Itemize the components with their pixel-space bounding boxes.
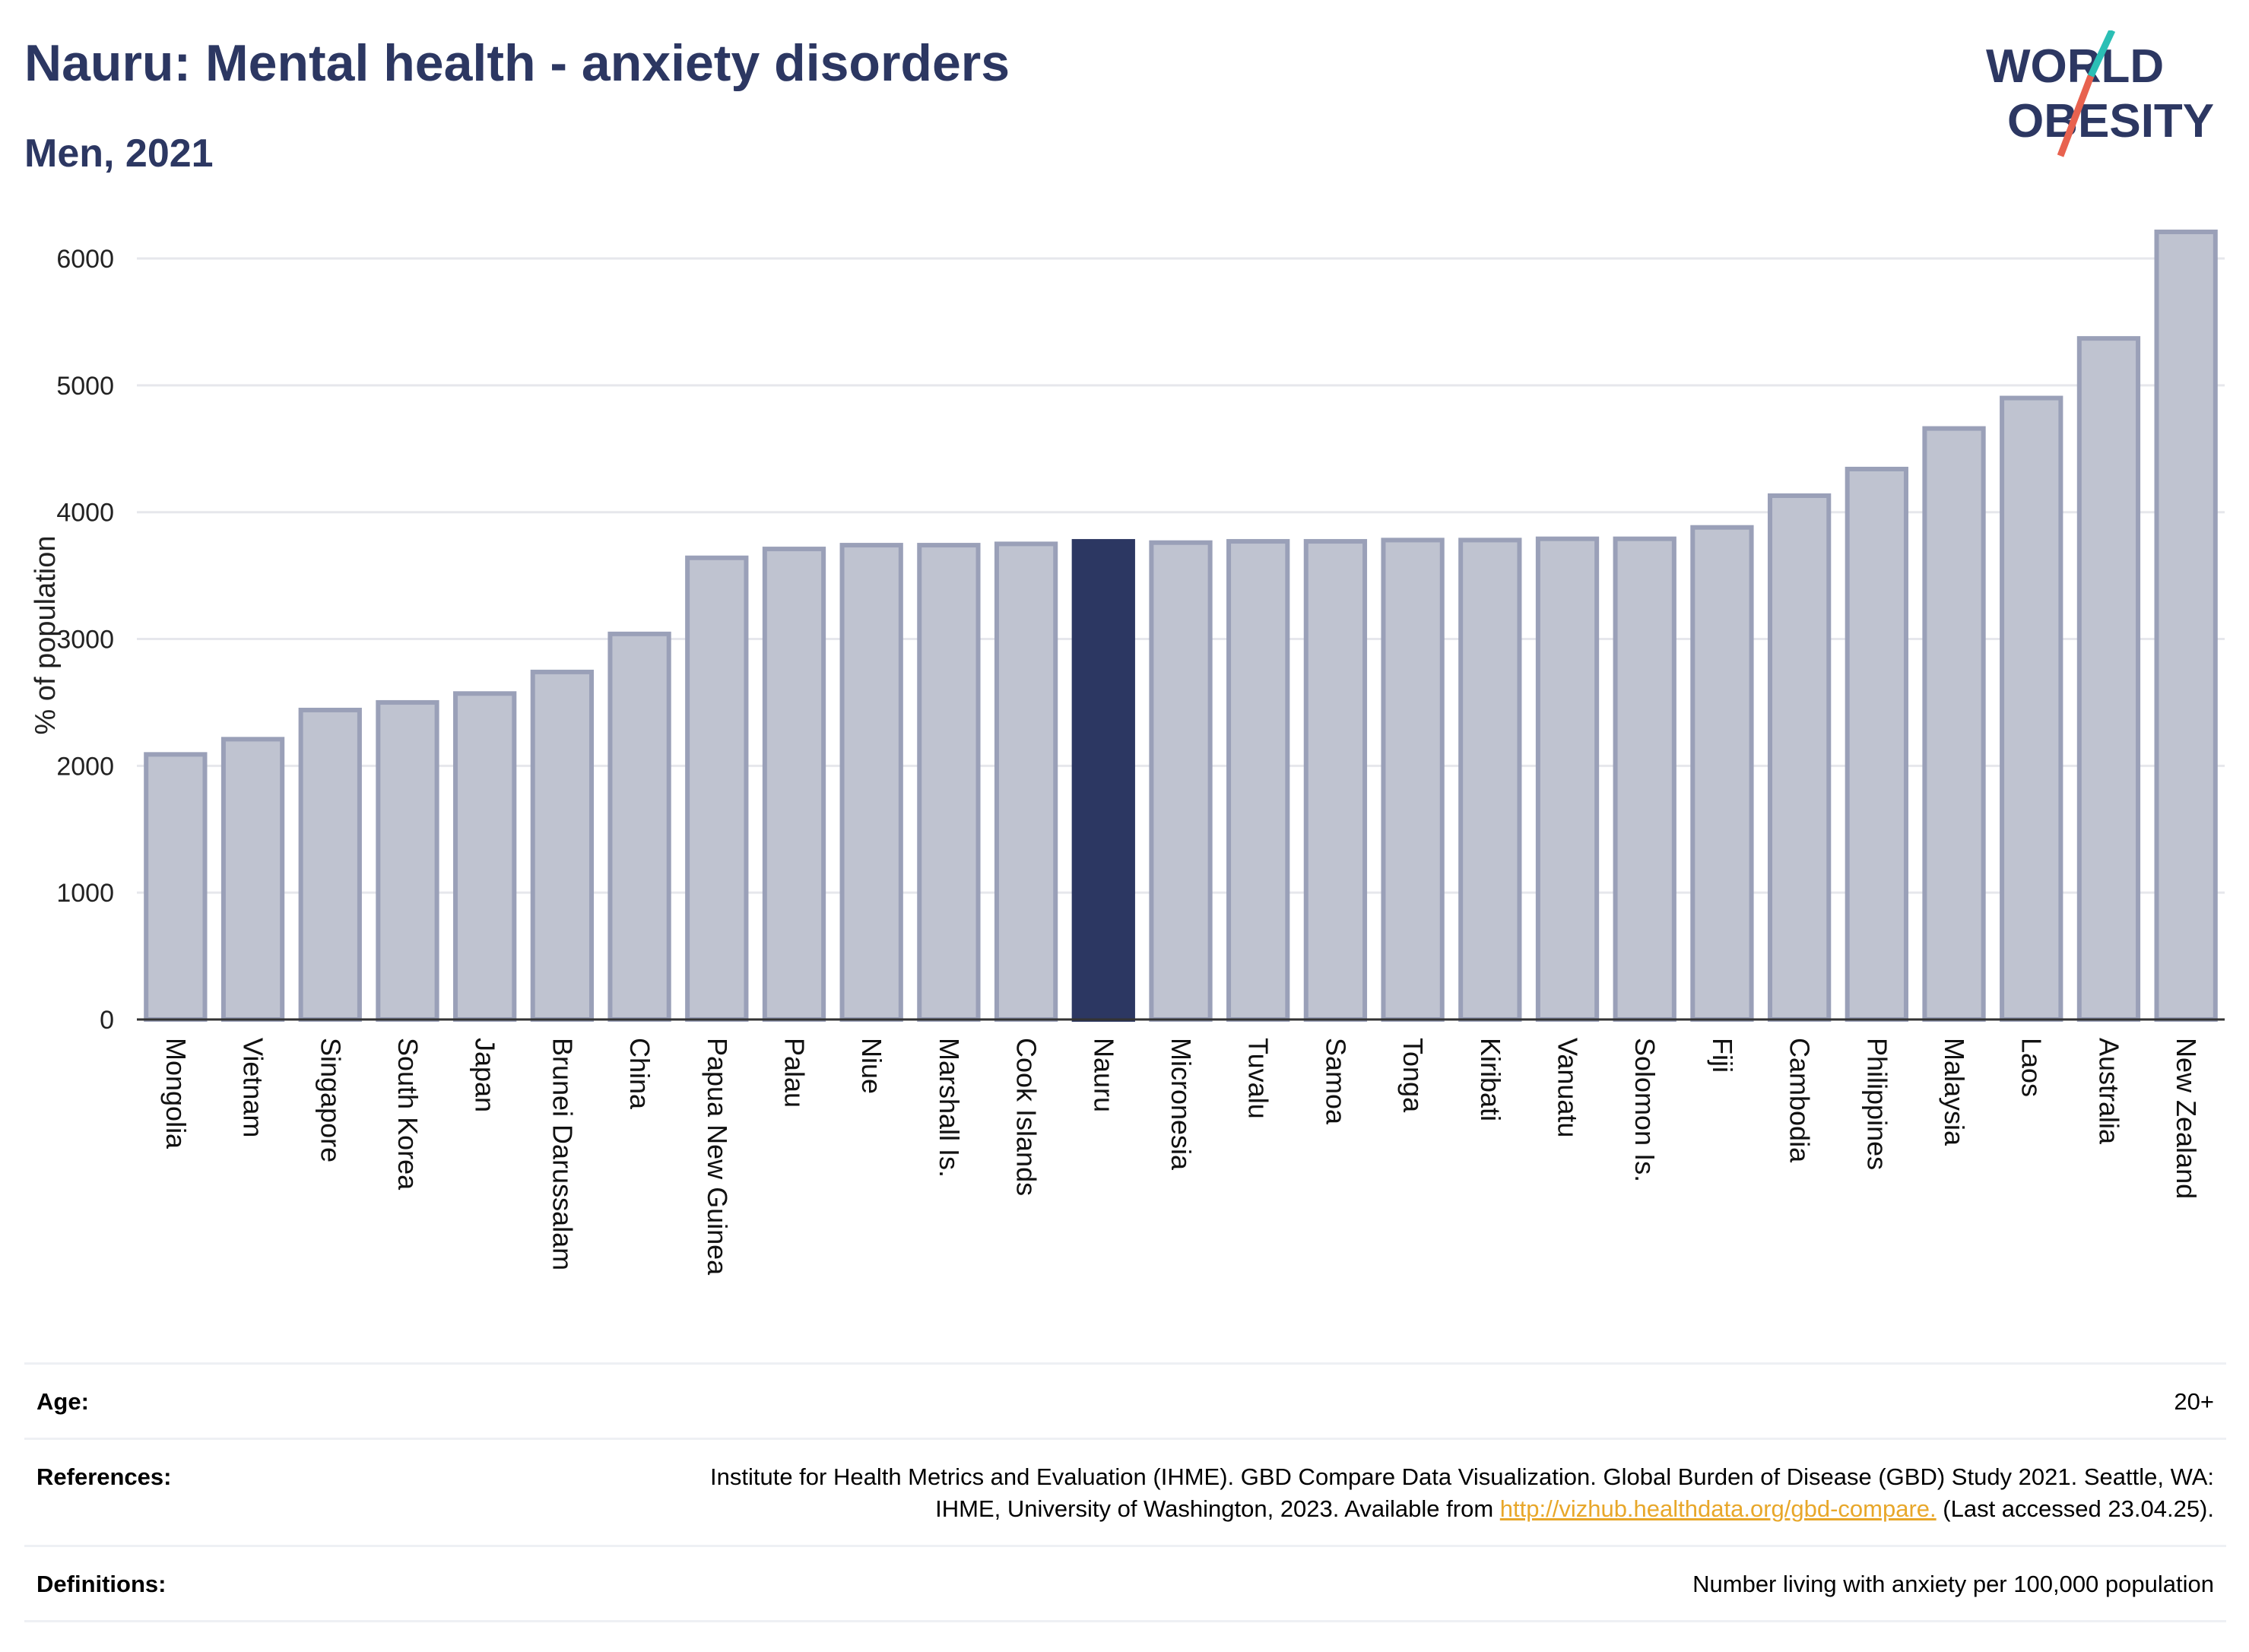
x-tick-label: Niue	[856, 1038, 887, 1094]
y-tick-label: 6000	[56, 245, 114, 274]
bar	[1149, 540, 1213, 1022]
bar	[2000, 395, 2063, 1022]
bar	[1303, 539, 1368, 1022]
bar	[1690, 525, 1754, 1022]
references-suffix: (Last accessed 23.04.25).	[1943, 1495, 2214, 1522]
bar	[530, 669, 595, 1023]
bar	[2076, 336, 2141, 1022]
x-tick-label: Philippines	[1861, 1038, 1892, 1170]
bar	[917, 543, 981, 1022]
x-tick-label: Australia	[2093, 1038, 2124, 1145]
bar	[1845, 466, 1908, 1022]
bar	[453, 691, 517, 1022]
x-tick-label: Malaysia	[1939, 1038, 1970, 1146]
bar	[685, 555, 749, 1022]
x-tick-label: Fiji	[1707, 1038, 1738, 1073]
bar	[1458, 537, 1522, 1022]
world-obesity-logo: WORLD OBESITY	[1986, 30, 2214, 157]
x-tick-label: Marshall Is.	[934, 1038, 965, 1178]
x-tick-label: Cook Islands	[1011, 1038, 1042, 1196]
y-tick-label: 0	[100, 1006, 114, 1035]
meta-row-references: References: Institute for Health Metrics…	[24, 1438, 2226, 1545]
x-tick-label: Tuvalu	[1243, 1038, 1274, 1119]
definitions-label: Definitions:	[36, 1571, 167, 1597]
bar-chart: 0 1000 2000 3000 4000 5000 6000 % of population…	[30, 230, 2225, 1276]
x-tick-label: Vietnam	[238, 1038, 269, 1137]
bar	[1381, 537, 1445, 1022]
y-tick-label: 5000	[56, 372, 114, 401]
bar	[2154, 230, 2218, 1022]
age-label: Age:	[36, 1388, 89, 1415]
bar	[1767, 493, 1832, 1022]
x-tick-label: Tonga	[1397, 1038, 1429, 1113]
bar	[1535, 536, 1600, 1022]
x-tick-label: Micronesia	[1166, 1038, 1197, 1171]
x-tick-label: Samoa	[1320, 1038, 1351, 1125]
x-tick-label: Cambodia	[1784, 1038, 1816, 1163]
x-tick-label: Palau	[779, 1038, 810, 1108]
x-tick-label: Brunei Darussalam	[547, 1038, 578, 1270]
x-tick-label: China	[624, 1038, 655, 1110]
x-tick-label: Vanuatu	[1553, 1038, 1584, 1137]
meta-row-definitions: Definitions: Number living with anxiety …	[24, 1545, 2226, 1622]
bar	[1613, 536, 1676, 1022]
logo-line2: OBESITY	[2007, 95, 2214, 147]
chart-title: Nauru: Mental health - anxiety disorders	[24, 34, 1010, 92]
logo-line1: WORLD	[1986, 40, 2164, 93]
bar	[220, 737, 285, 1022]
bar	[298, 707, 362, 1022]
x-tick-label: Singapore	[315, 1038, 346, 1162]
references-label: References:	[36, 1463, 172, 1490]
bar	[762, 547, 826, 1022]
x-tick-label: New Zealand	[2171, 1038, 2202, 1199]
y-tick-label: 2000	[56, 752, 114, 781]
bar	[1226, 539, 1290, 1022]
bar-highlighted	[1071, 539, 1135, 1022]
y-tick-label: 4000	[56, 499, 114, 528]
bar	[144, 752, 208, 1022]
references-link[interactable]: http://vizhub.healthdata.org/gbd-compare…	[1499, 1495, 1937, 1522]
metadata-table: Age: 20+ References: Institute for Healt…	[24, 1362, 2226, 1622]
y-tick-label: 1000	[56, 879, 114, 908]
x-tick-label: South Korea	[392, 1038, 423, 1191]
logo-slash-top	[2087, 30, 2116, 78]
x-tick-label: Laos	[2016, 1038, 2048, 1097]
x-tick-label: Kiribati	[1475, 1038, 1506, 1121]
age-value: 20+	[2174, 1388, 2214, 1415]
references-value: Institute for Health Metrics and Evaluat…	[655, 1461, 2214, 1525]
y-tick-label: 3000	[56, 626, 114, 655]
bar	[994, 541, 1058, 1022]
y-axis-title: % of population	[30, 536, 62, 735]
logo-slash-bottom	[2057, 75, 2095, 157]
bar	[607, 631, 671, 1022]
x-tick-label: Solomon Is.	[1629, 1038, 1661, 1182]
bar	[1922, 426, 1986, 1022]
x-tick-label: Japan	[470, 1038, 501, 1112]
definitions-value: Number living with anxiety per 100,000 p…	[1692, 1571, 2214, 1597]
x-tick-label: Mongolia	[160, 1038, 192, 1149]
chart-subtitle: Men, 2021	[24, 132, 214, 176]
references-text: Institute for Health Metrics and Evaluat…	[710, 1463, 2214, 1522]
meta-row-age: Age: 20+	[24, 1362, 2226, 1438]
bar	[839, 543, 903, 1022]
bar	[376, 699, 439, 1023]
x-tick-label: Papua New Guinea	[702, 1038, 733, 1276]
x-tick-label: Nauru	[1088, 1038, 1119, 1112]
